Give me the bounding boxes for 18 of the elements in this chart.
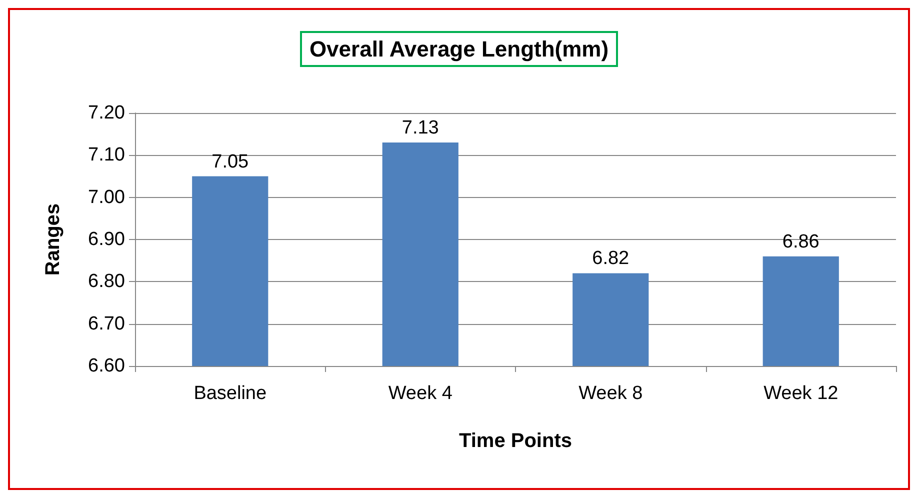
x-tick-label: Week 8	[578, 383, 643, 404]
data-label: 7.05	[212, 151, 249, 172]
text: 6.90	[88, 229, 125, 250]
text: 7.20	[88, 102, 125, 124]
text: 7.00	[88, 186, 125, 208]
x-axis-title: Time Points	[459, 430, 572, 452]
x-tick-label: Baseline	[194, 383, 267, 404]
text: 6.80	[88, 271, 125, 292]
data-label: 6.82	[592, 248, 630, 270]
data-label: 6.86	[782, 231, 820, 252]
chart-title: Overall Average Length(mm)	[309, 36, 609, 62]
text: 7.10	[88, 144, 125, 166]
text: 6.70	[88, 313, 125, 334]
y-axis-title: Ranges	[42, 203, 64, 276]
text: 6.60	[88, 356, 125, 376]
data-label: 7.13	[402, 118, 439, 139]
x-tick-label: Week 4	[388, 383, 453, 404]
x-tick-label: Week 12	[764, 383, 838, 404]
